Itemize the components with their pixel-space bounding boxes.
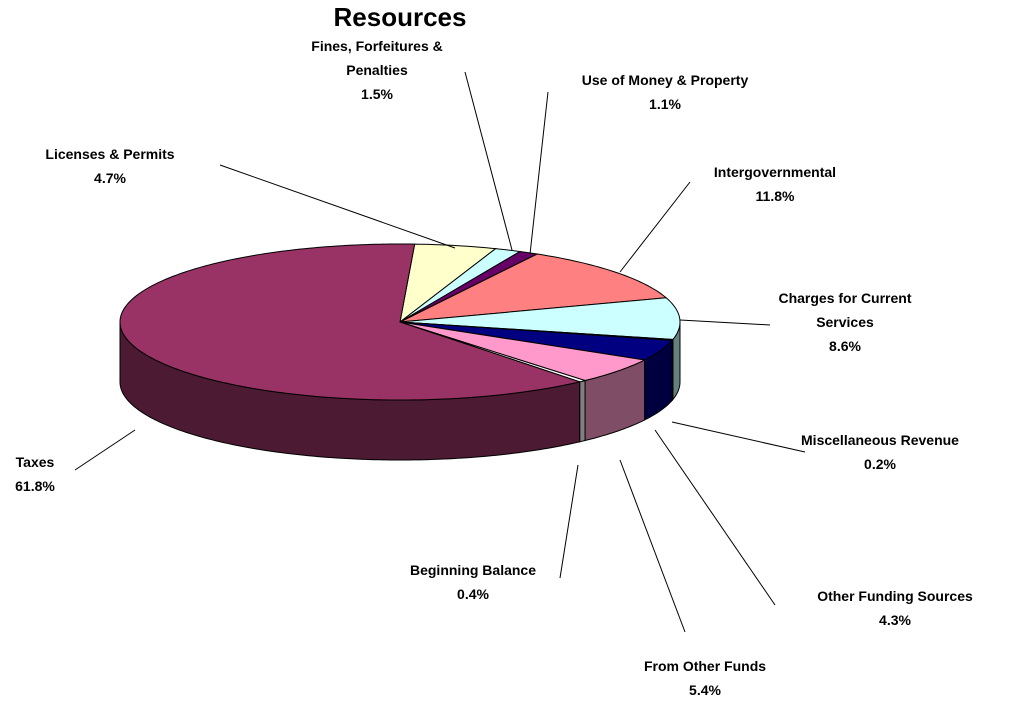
value-label: 8.6% <box>829 338 861 354</box>
leader-line <box>619 459 686 633</box>
value-label: 0.4% <box>457 586 489 602</box>
leader-line <box>619 181 691 273</box>
data-label: Other Funding Sources 4.3% <box>785 584 1005 632</box>
value-label: 4.3% <box>879 612 911 628</box>
category-label: Intergovernmental <box>713 164 837 180</box>
category-label: Other Funding Sources <box>817 588 973 604</box>
leader-line <box>529 91 549 255</box>
value-label: 1.1% <box>649 96 681 112</box>
category-label: Miscellaneous Revenue <box>801 432 959 448</box>
slice <box>399 248 522 323</box>
category-label: Fines, Forfeitures & Penalties <box>311 38 443 78</box>
category-label: Beginning Balance <box>409 562 537 578</box>
leader-line <box>671 421 806 453</box>
value-label: 61.8% <box>15 478 55 494</box>
data-label: Licenses & Permits 4.7% <box>25 142 195 190</box>
slice <box>399 253 668 323</box>
slice <box>399 321 647 382</box>
data-label: From Other Funds 5.4% <box>605 654 805 702</box>
value-label: 4.7% <box>94 170 126 186</box>
data-label: Charges for Current Services 8.6% <box>770 286 920 358</box>
value-label: 11.8% <box>755 188 795 204</box>
slice <box>119 243 582 401</box>
leader-line <box>464 71 513 251</box>
leader-line <box>559 464 579 579</box>
category-label: From Other Funds <box>643 658 767 674</box>
data-label: Use of Money & Property 1.1% <box>545 68 785 116</box>
slice <box>399 297 681 340</box>
slice-side <box>579 379 586 443</box>
data-label: Miscellaneous Revenue 0.2% <box>770 428 990 476</box>
value-label: 5.4% <box>689 682 721 698</box>
data-label: Taxes 61.8% <box>0 450 75 498</box>
leader-line <box>654 429 776 606</box>
data-label: Beginning Balance 0.4% <box>373 558 573 606</box>
slice <box>399 321 674 361</box>
category-label: Use of Money & Property <box>581 72 749 88</box>
leader-line <box>219 164 456 249</box>
category-label: Licenses & Permits <box>45 146 175 162</box>
chart-title: Resources <box>333 2 467 32</box>
leader-line <box>679 319 771 326</box>
leader-line <box>74 429 136 471</box>
value-label: 0.2% <box>864 456 896 472</box>
value-label: 1.5% <box>361 86 393 102</box>
category-label: Charges for Current Services <box>778 290 912 330</box>
data-label: Fines, Forfeitures & Penalties 1.5% <box>302 34 452 106</box>
category-label: Taxes <box>15 454 55 470</box>
slice <box>399 243 497 324</box>
data-label: Intergovernmental 11.8% <box>675 160 875 208</box>
